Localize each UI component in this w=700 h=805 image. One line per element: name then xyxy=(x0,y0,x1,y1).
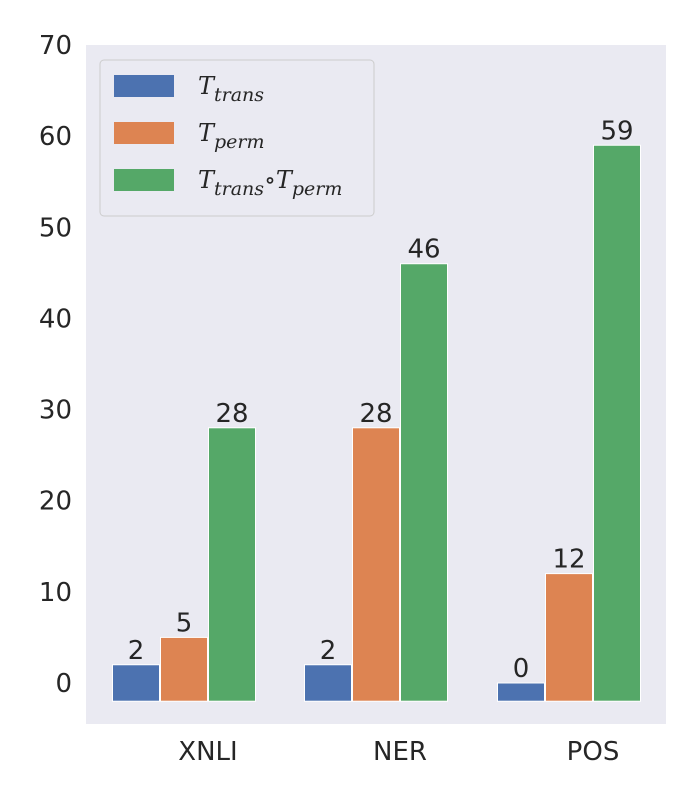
bar-value-label: 28 xyxy=(359,399,392,429)
bar-value-label: 28 xyxy=(215,399,248,429)
y-tick-label: 40 xyxy=(39,304,72,334)
bar-value-label: 5 xyxy=(176,608,193,638)
bar-pos-0 xyxy=(497,682,545,702)
x-axis: XNLI NER POS xyxy=(178,737,619,767)
y-tick-label: 70 xyxy=(39,31,72,61)
x-tick-label: XNLI xyxy=(178,737,237,767)
legend-label: Ttrans∘Tperm xyxy=(198,166,342,200)
bar-value-label: 59 xyxy=(600,116,633,146)
y-tick-label: 50 xyxy=(39,213,72,243)
legend-swatch xyxy=(114,75,174,97)
bar-pos-1 xyxy=(545,573,593,702)
y-tick-label: 30 xyxy=(39,396,72,426)
legend-swatch xyxy=(114,169,174,191)
bar-value-label: 0 xyxy=(513,654,530,684)
y-tick-label: 0 xyxy=(55,669,72,699)
value-labels-group: 2 5 28 2 28 46 0 12 59 xyxy=(128,116,634,684)
legend-label: Tperm xyxy=(198,119,265,153)
legend-label: Ttrans xyxy=(198,72,264,106)
legend-swatch xyxy=(114,122,174,144)
bar-value-label: 12 xyxy=(552,545,585,575)
bar-ner-1 xyxy=(352,427,400,702)
y-tick-label: 60 xyxy=(39,122,72,152)
bar-ner-2 xyxy=(400,263,448,702)
x-tick-label: NER xyxy=(373,737,427,767)
x-tick-label: POS xyxy=(567,737,620,767)
bar-xnli-0 xyxy=(112,664,160,702)
bar-value-label: 2 xyxy=(128,636,145,666)
bars-group xyxy=(112,144,641,702)
bar-xnli-2 xyxy=(208,427,256,702)
y-axis: 0 10 20 30 40 50 60 70 xyxy=(39,31,72,699)
y-tick-label: 10 xyxy=(39,578,72,608)
bar-pos-2 xyxy=(593,144,641,702)
bar-ner-0 xyxy=(304,664,352,702)
bar-value-label: 2 xyxy=(320,636,337,666)
legend: Ttrans Tperm Ttrans∘Tperm xyxy=(99,59,375,217)
y-tick-label: 20 xyxy=(39,487,72,517)
bar-xnli-1 xyxy=(160,636,208,702)
bar-value-label: 46 xyxy=(407,235,440,265)
